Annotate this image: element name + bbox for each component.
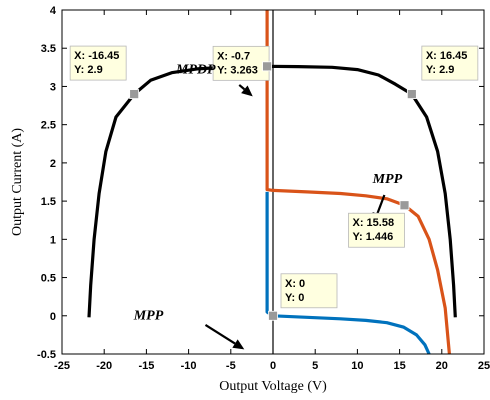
datatip-layer: X: -16.45 Y: 2.9 X: 16.45 Y: 2.9 X: -0.7 Y: 3…	[69, 45, 479, 321]
y-tick-label: 2.5	[41, 120, 56, 132]
x-tick-label: -20	[96, 360, 112, 372]
series-line-2	[265, 10, 451, 355]
y-tick-label: 2	[50, 158, 56, 170]
x-tick-label: 0	[270, 360, 276, 372]
datatip-box	[280, 273, 338, 309]
annotation-layer: MPDP MPP MPP	[133, 62, 403, 323]
x-axis-title: Output Voltage (V)	[219, 379, 327, 394]
datatip: X: 16.45 Y: 2.9	[406, 45, 479, 99]
datatip-text: X: -0.7	[217, 50, 250, 62]
x-tick-label: 25	[478, 360, 490, 372]
y-tick-label: 1	[50, 234, 56, 246]
x-tick-label: -25	[54, 360, 70, 372]
datatip-box	[69, 45, 127, 81]
datatip-text: Y: 3.263	[217, 64, 258, 76]
datatip-marker	[262, 61, 272, 72]
annotation-arrow	[238, 84, 253, 97]
y-tick-label: -0.5	[37, 349, 56, 361]
datatip-text: Y: 0	[285, 292, 304, 304]
datatip: X: 0 Y: 0	[268, 273, 338, 321]
x-ticks: -25 -20 -15 -10 -5 0 5 10 15 20 25	[54, 10, 490, 372]
y-tick-label: 1.5	[41, 196, 56, 208]
x-tick-label: -5	[226, 360, 236, 372]
x-tick-label: -10	[181, 360, 197, 372]
y-axis-title: Output Current (A)	[10, 128, 25, 236]
datatip: X: 15.58 Y: 1.446	[348, 200, 410, 248]
datatip-text: X: 15.58	[352, 217, 394, 229]
y-tick-label: 0	[50, 311, 56, 323]
annotation-label: MPDP	[175, 62, 216, 77]
y-tick-label: 4	[50, 5, 57, 17]
datatip-box	[348, 212, 405, 248]
x-tick-label: 10	[351, 360, 363, 372]
datatip-box	[421, 45, 479, 81]
datatip-marker	[129, 89, 140, 99]
y-tick-label: 3.5	[41, 43, 56, 55]
datatip: X: -16.45 Y: 2.9	[69, 45, 140, 99]
annotation-label: MPP	[372, 172, 403, 187]
x-tick-label: 20	[436, 360, 448, 372]
y-tick-label: 0.5	[41, 273, 56, 285]
datatip-text: Y: 1.446	[352, 231, 393, 243]
annotation-label: MPP	[133, 309, 164, 324]
datatip-marker	[268, 310, 278, 321]
datatip-text: X: 16.45	[426, 50, 468, 62]
x-tick-label: -15	[138, 360, 154, 372]
datatip-text: Y: 2.9	[74, 64, 103, 76]
series-line-1	[87, 64, 457, 318]
datatip-text: X: -16.45	[74, 50, 119, 62]
datatip-text: X: 0	[285, 278, 305, 290]
datatip-marker	[399, 200, 410, 211]
x-tick-label: 5	[312, 360, 318, 372]
datatip-box	[212, 45, 270, 81]
annotation-arrow	[204, 324, 245, 350]
x-tick-label: 15	[393, 360, 405, 372]
y-ticks: -0.5 0 0.5 1 1.5 2 2.5 3 3.5 4	[37, 5, 484, 361]
y-tick-label: 3	[50, 81, 56, 93]
datatip: X: -0.7 Y: 3.263	[212, 45, 272, 81]
datatip-marker	[406, 89, 417, 99]
datatip-text: Y: 2.9	[426, 64, 455, 76]
